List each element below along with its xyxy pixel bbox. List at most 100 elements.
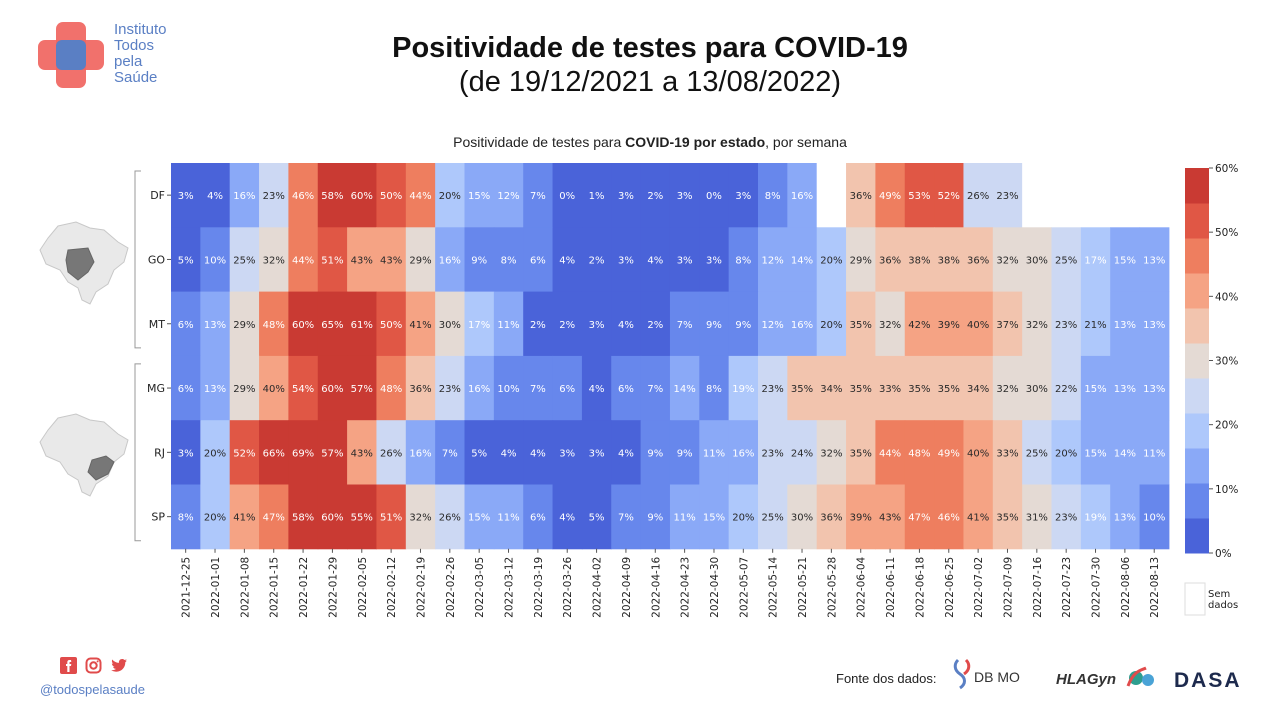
heatmap-cell bbox=[1110, 420, 1141, 485]
instagram-icon[interactable] bbox=[85, 657, 102, 674]
heatmap-cell bbox=[934, 227, 964, 293]
heatmap-cell-label: 16% bbox=[439, 255, 461, 266]
heatmap-cell bbox=[171, 355, 201, 421]
heatmap-cell bbox=[875, 420, 906, 485]
org-name-line: Todos bbox=[114, 37, 155, 54]
heatmap-cell bbox=[347, 163, 377, 228]
heatmap-cell-label: 6% bbox=[178, 320, 194, 331]
heatmap-cell-empty bbox=[1080, 163, 1111, 228]
heatmap-cell bbox=[963, 227, 994, 293]
twitter-icon[interactable] bbox=[110, 657, 128, 674]
heatmap-cell bbox=[992, 227, 1023, 293]
group-bracket bbox=[134, 170, 141, 349]
chart-title: Positividade de testes para COVID-19 por… bbox=[0, 134, 1280, 150]
heatmap-cell bbox=[493, 355, 524, 421]
heatmap-cell-label: 34% bbox=[820, 384, 842, 395]
heatmap-cell bbox=[259, 227, 289, 293]
heatmap-cell bbox=[816, 420, 847, 485]
facebook-icon[interactable] bbox=[60, 657, 77, 674]
heatmap-cell-empty bbox=[1110, 163, 1141, 228]
heatmap-cell bbox=[405, 227, 436, 293]
heatmap-cell-label: 13% bbox=[1143, 320, 1165, 331]
heatmap-cell bbox=[347, 227, 377, 293]
heatmap-cell-label: 35% bbox=[850, 448, 872, 459]
heatmap-cell-label: 23% bbox=[1055, 513, 1077, 524]
heatmap-cell bbox=[640, 227, 671, 293]
heatmap-cell bbox=[405, 291, 436, 357]
heatmap-cell bbox=[229, 163, 260, 228]
heatmap-cell-label: 7% bbox=[677, 320, 693, 331]
heatmap-cell-label: 11% bbox=[703, 448, 725, 459]
heatmap-cell bbox=[200, 355, 231, 421]
heatmap-cell bbox=[728, 484, 759, 550]
heatmap-cell-label: 6% bbox=[530, 255, 546, 266]
heatmap-cell bbox=[1051, 420, 1082, 485]
page-subtitle: (de 19/12/2021 a 13/08/2022) bbox=[458, 66, 842, 98]
heatmap-cell-label: 34% bbox=[967, 384, 989, 395]
x-tick-label: 2022-05-14 bbox=[768, 556, 780, 617]
heatmap-cell-label: 60% bbox=[321, 384, 343, 395]
heatmap-cell-label: 5% bbox=[589, 513, 605, 524]
y-tick-label: MG bbox=[147, 382, 165, 395]
heatmap-cell bbox=[846, 227, 876, 293]
heatmap-cell-label: 31% bbox=[1026, 513, 1048, 524]
heatmap-cell bbox=[464, 420, 495, 485]
heatmap-cell-label: 12% bbox=[762, 255, 784, 266]
heatmap-cell-label: 17% bbox=[1084, 255, 1106, 266]
heatmap-cell bbox=[171, 420, 201, 485]
x-tick-label: 2022-02-26 bbox=[445, 556, 457, 617]
social-handle[interactable]: @todospelasaude bbox=[40, 682, 145, 697]
heatmap-cell bbox=[200, 227, 231, 293]
heatmap-cell-label: 44% bbox=[409, 191, 431, 202]
heatmap-cell-label: 29% bbox=[409, 255, 431, 266]
heatmap-cell bbox=[229, 227, 260, 293]
heatmap-cell-label: 40% bbox=[967, 448, 989, 459]
heatmap-cell-label: 30% bbox=[791, 513, 813, 524]
heatmap-cell-label: 35% bbox=[791, 384, 813, 395]
colorbar-segment bbox=[1185, 483, 1209, 519]
heatmap-cell bbox=[464, 355, 495, 421]
heatmap-cell-label: 37% bbox=[996, 320, 1018, 331]
heatmap-cell bbox=[464, 163, 495, 228]
heatmap-cell-label: 4% bbox=[559, 513, 575, 524]
heatmap-cell bbox=[288, 484, 319, 550]
heatmap-cell-label: 36% bbox=[850, 191, 872, 202]
heatmap-cell bbox=[934, 420, 964, 485]
heatmap-cell bbox=[493, 420, 524, 485]
group-bracket bbox=[134, 363, 141, 542]
heatmap-cell bbox=[552, 420, 583, 485]
colorbar-segment bbox=[1185, 448, 1209, 484]
heatmap-cell bbox=[405, 355, 436, 421]
heatmap-cell-label: 30% bbox=[1026, 255, 1048, 266]
x-tick-label: 2022-08-13 bbox=[1149, 557, 1161, 618]
heatmap-cell-label: 20% bbox=[439, 191, 461, 202]
colorbar-tick-label: 20% bbox=[1215, 420, 1238, 432]
heatmap-cell bbox=[904, 291, 935, 357]
heatmap-cell-label: 36% bbox=[820, 513, 842, 524]
heatmap-cell bbox=[904, 484, 935, 550]
heatmap-cell bbox=[640, 355, 671, 421]
heatmap-cell bbox=[288, 163, 319, 228]
heatmap-cell bbox=[1110, 227, 1141, 293]
heatmap-cell bbox=[464, 484, 495, 550]
heatmap-cell bbox=[581, 163, 612, 228]
heatmap-cell bbox=[229, 355, 260, 421]
heatmap-cell-label: 4% bbox=[501, 448, 517, 459]
heatmap-cell-label: 4% bbox=[207, 191, 223, 202]
heatmap-cell-label: 55% bbox=[351, 513, 373, 524]
heatmap-cell bbox=[963, 420, 994, 485]
x-tick-label: 2022-01-08 bbox=[239, 557, 251, 618]
org-name: Instituto Todos pela Saúde bbox=[114, 22, 167, 86]
heatmap-cell bbox=[846, 420, 876, 485]
heatmap-cell bbox=[435, 420, 465, 485]
heatmap-cell bbox=[846, 484, 876, 550]
heatmap-cell bbox=[875, 355, 906, 421]
heatmap-cell-label: 35% bbox=[908, 384, 930, 395]
heatmap-cell bbox=[758, 227, 788, 293]
social-links bbox=[60, 657, 128, 674]
heatmap-cell-label: 51% bbox=[380, 513, 402, 524]
heatmap-cell-label: 4% bbox=[589, 384, 605, 395]
heatmap-cell bbox=[259, 420, 289, 485]
heatmap-cell bbox=[1022, 420, 1052, 485]
heatmap-cell bbox=[1051, 484, 1082, 550]
